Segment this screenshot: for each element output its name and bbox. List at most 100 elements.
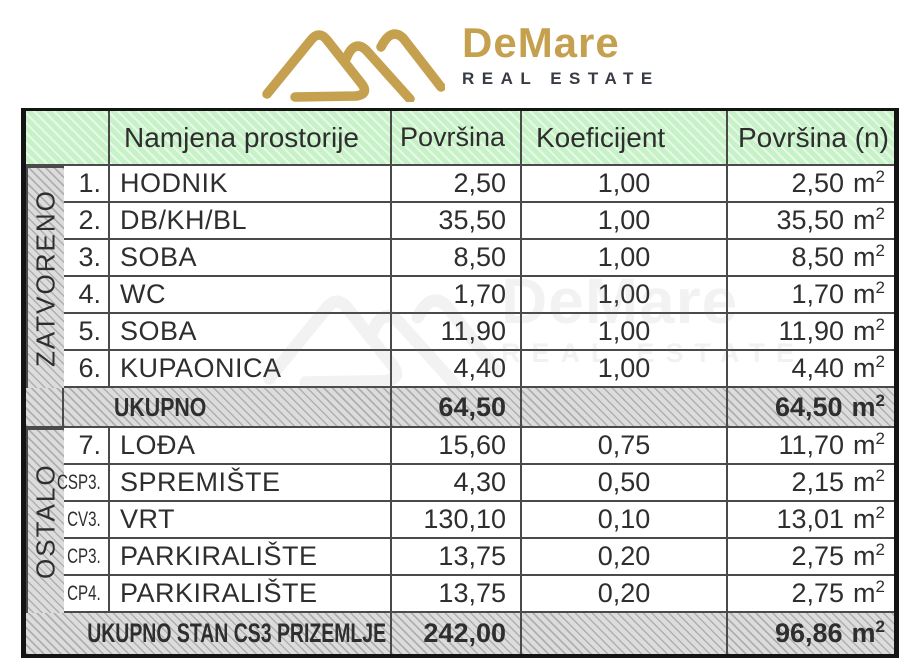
room-area-n: 13,01 m2 — [728, 502, 894, 539]
room-name: KUPAONICA — [110, 351, 392, 388]
unit-m2: m2 — [853, 429, 885, 460]
subtotal-label: UKUPNO — [64, 388, 392, 428]
logo-wordmark: DeMare REAL ESTATE — [462, 22, 660, 89]
subtotal-area: 64,50 — [392, 388, 522, 428]
room-name: SOBA — [110, 314, 392, 351]
header-area-n: Površina (n) — [728, 111, 894, 166]
subtotal-coefficient-empty — [522, 388, 728, 428]
unit-m2: m2 — [853, 241, 885, 272]
room-coefficient: 1,00 — [522, 240, 728, 277]
total-area: 242,00 — [392, 613, 522, 654]
room-area-n: 2,50 m2 — [728, 166, 894, 203]
subtotal-strip-cell — [26, 388, 64, 428]
total-area-n: 96,86 m2 — [728, 613, 894, 654]
room-coefficient: 0,20 — [522, 539, 728, 576]
subtotal-area-n: 64,50 m2 — [728, 388, 894, 428]
room-coefficient: 0,50 — [522, 465, 728, 502]
area-n-value: 11,90 — [778, 316, 845, 346]
room-area: 35,50 — [392, 203, 522, 240]
logo-name: DeMare — [462, 19, 620, 66]
unit-m2: m2 — [853, 352, 885, 383]
unit-m2: m2 — [853, 503, 885, 534]
unit-m2: m2 — [853, 204, 885, 235]
row-num: 1. — [64, 166, 110, 203]
demare-mountains-icon — [253, 10, 446, 107]
area-n-value: 2,15 — [791, 467, 845, 497]
header-purpose: Namjena prostorije — [110, 111, 392, 166]
area-n-value: 2,75 — [791, 541, 845, 571]
room-area: 2,50 — [392, 166, 522, 203]
room-area: 13,75 — [392, 576, 522, 613]
row-num: CSP3. — [57, 465, 110, 502]
area-n-value: 4,40 — [791, 353, 845, 383]
room-area: 4,30 — [392, 465, 522, 502]
room-name: PARKIRALIŠTE — [110, 576, 392, 613]
room-name: HODNIK — [110, 166, 392, 203]
room-name: PARKIRALIŠTE — [110, 539, 392, 576]
area-n-value: 2,75 — [791, 578, 845, 608]
total-label-text: UKUPNO STAN CS3 PRIZEMLJE — [87, 618, 386, 648]
room-area-n: 11,70 m2 — [728, 428, 894, 465]
row-num: 6. — [64, 351, 110, 388]
area-n-value: 35,50 — [776, 205, 845, 235]
room-area: 11,90 — [392, 314, 522, 351]
room-name: DB/KH/BL — [110, 203, 392, 240]
room-area-n: 1,70 m2 — [728, 277, 894, 314]
header-corner-cell — [26, 111, 110, 166]
room-area-n: 4,40 m2 — [728, 351, 894, 388]
room-area-n: 35,50 m2 — [728, 203, 894, 240]
total-coefficient-empty — [522, 613, 728, 654]
room-coefficient: 1,00 — [522, 203, 728, 240]
row-num: CP3. — [64, 539, 110, 576]
unit-m2: m2 — [853, 167, 885, 198]
subtotal-label-text: UKUPNO — [114, 391, 207, 422]
room-coefficient: 1,00 — [522, 351, 728, 388]
room-name: VRT — [110, 502, 392, 539]
row-num: CP4. — [64, 576, 110, 613]
logo-header: DeMare REAL ESTATE — [0, 0, 920, 104]
room-area-n: 2,15 m2 — [728, 465, 894, 502]
room-area: 130,10 — [392, 502, 522, 539]
area-n-value: 13,01 — [776, 504, 845, 534]
row-num: 2. — [64, 203, 110, 240]
row-num: 7. — [64, 428, 110, 465]
area-n-value: 2,50 — [791, 168, 845, 198]
unit-m2: m2 — [851, 390, 885, 422]
header-coefficient: Koeficijent — [522, 111, 728, 166]
room-coefficient: 0,10 — [522, 502, 728, 539]
room-name: SOBA — [110, 240, 392, 277]
unit-m2: m2 — [851, 617, 885, 648]
area-n-value: 8,50 — [791, 242, 845, 272]
room-area: 15,60 — [392, 428, 522, 465]
room-name: WC — [110, 277, 392, 314]
room-area-n: 2,75 m2 — [728, 576, 894, 613]
room-coefficient: 1,00 — [522, 314, 728, 351]
row-num: 5. — [64, 314, 110, 351]
area-n-value: 96,86 — [774, 618, 843, 648]
room-area: 4,40 — [392, 351, 522, 388]
unit-m2: m2 — [853, 315, 885, 346]
room-coefficient: 0,75 — [522, 428, 728, 465]
group-label-zatvoreno: ZATVORENO — [26, 166, 64, 388]
unit-m2: m2 — [853, 540, 885, 571]
area-n-value: 1,70 — [791, 279, 845, 309]
group-label-ostalo: OSTALO — [26, 428, 64, 613]
room-coefficient: 1,00 — [522, 277, 728, 314]
row-num: 3. — [64, 240, 110, 277]
area-n-value: 64,50 — [774, 391, 843, 422]
room-coefficient: 1,00 — [522, 166, 728, 203]
header-area: Površina — [392, 111, 522, 166]
row-num: CV3. — [64, 502, 110, 539]
room-area: 1,70 — [392, 277, 522, 314]
room-area-n: 8,50 m2 — [728, 240, 894, 277]
total-label: UKUPNO STAN CS3 PRIZEMLJE — [26, 613, 392, 654]
unit-m2: m2 — [853, 577, 885, 608]
room-area-n: 11,90 m2 — [728, 314, 894, 351]
logo-subtitle: REAL ESTATE — [462, 69, 660, 88]
room-name: SPREMIŠTE — [110, 465, 392, 502]
unit-m2: m2 — [853, 278, 885, 309]
unit-m2: m2 — [853, 466, 885, 497]
row-num: 4. — [64, 277, 110, 314]
area-calculation-table: Namjena prostorije Površina Koeficijent … — [21, 108, 899, 658]
room-name: LOĐA — [110, 428, 392, 465]
